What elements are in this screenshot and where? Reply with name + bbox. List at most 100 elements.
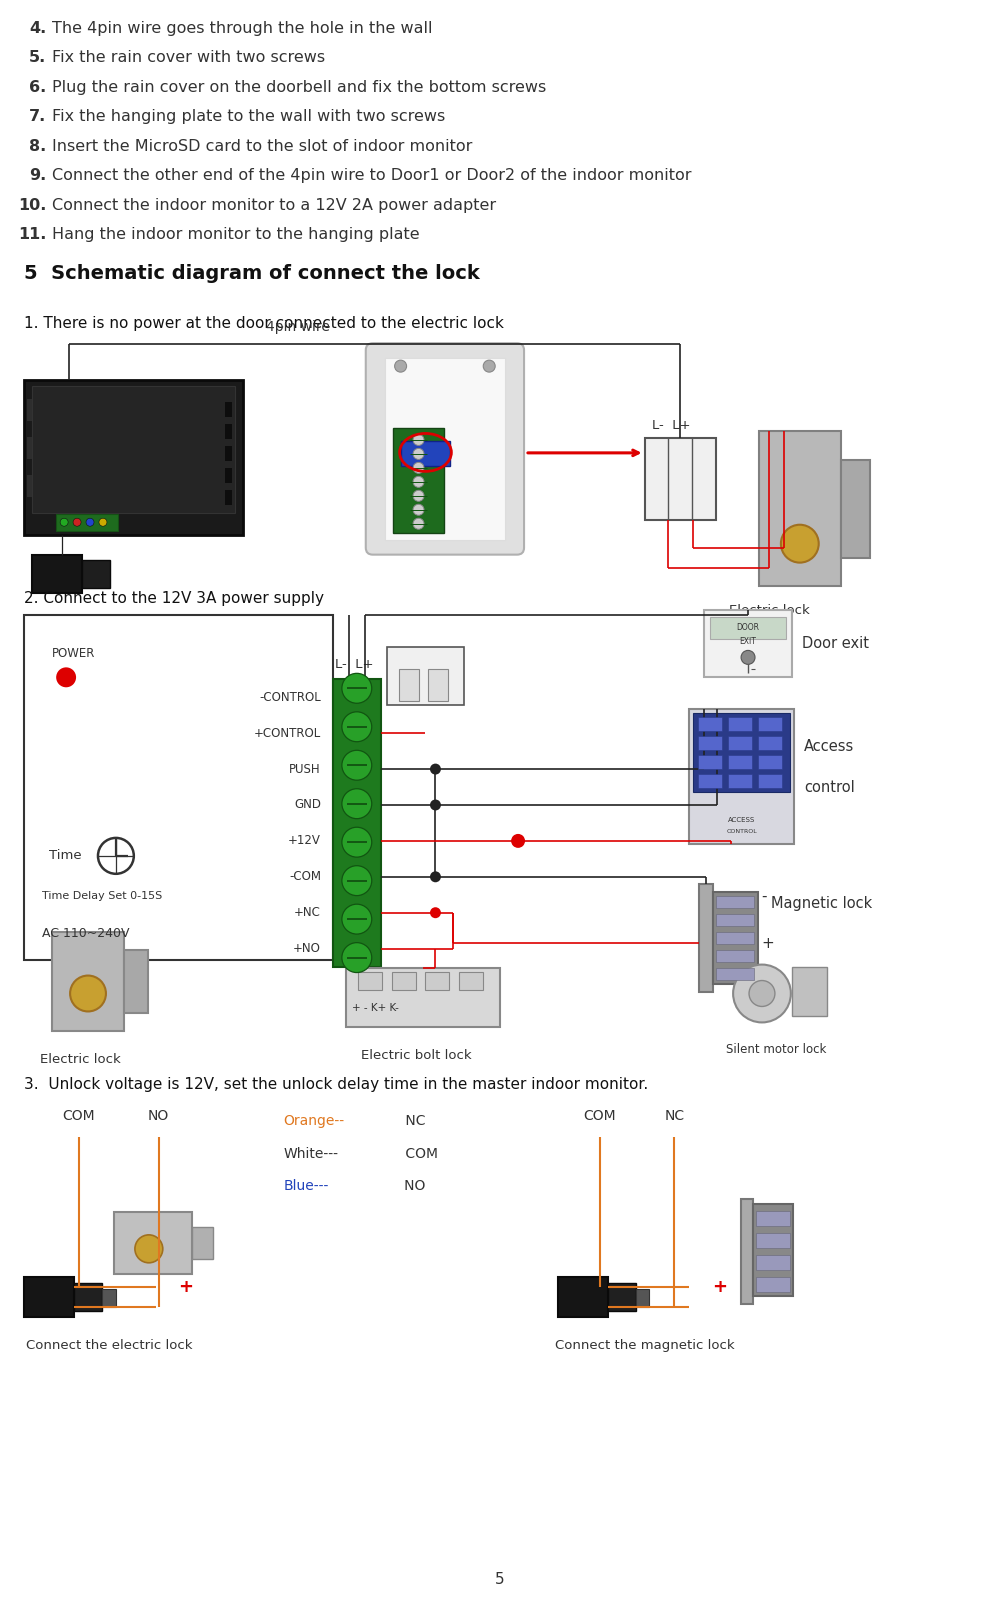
Bar <box>756 1233 790 1248</box>
Bar <box>27 399 32 420</box>
Bar <box>792 967 827 1017</box>
Text: L-  L+: L- L+ <box>652 419 691 431</box>
Circle shape <box>430 764 441 775</box>
Text: +: + <box>712 1278 727 1296</box>
Bar <box>399 669 419 701</box>
Bar <box>32 555 82 592</box>
Circle shape <box>135 1235 163 1262</box>
Circle shape <box>86 518 94 526</box>
Text: Electric lock: Electric lock <box>40 1054 121 1067</box>
Text: 6.: 6. <box>29 80 46 95</box>
Text: L-  L+: L- L+ <box>335 658 373 672</box>
Bar <box>704 610 792 677</box>
Text: 3.  Unlock voltage is 12V, set the unlock delay time in the master indoor monito: 3. Unlock voltage is 12V, set the unlock… <box>24 1078 649 1092</box>
Bar <box>756 1254 790 1270</box>
Bar <box>401 441 450 465</box>
Bar <box>716 950 754 961</box>
Text: -: - <box>761 889 766 905</box>
Bar <box>716 895 754 908</box>
Bar <box>52 932 124 1031</box>
Bar <box>27 436 32 459</box>
Circle shape <box>430 908 441 917</box>
Text: Electric lock: Electric lock <box>729 603 810 616</box>
Text: 5.: 5. <box>29 50 46 66</box>
Circle shape <box>395 361 407 372</box>
Circle shape <box>73 518 81 526</box>
Bar <box>698 717 722 731</box>
Text: COM: COM <box>583 1110 616 1123</box>
Circle shape <box>56 667 76 687</box>
Bar <box>756 1211 790 1225</box>
Circle shape <box>741 650 755 664</box>
Circle shape <box>749 980 775 1006</box>
Bar <box>225 403 232 417</box>
Bar <box>728 736 752 751</box>
Bar <box>32 387 235 513</box>
Bar <box>56 513 118 531</box>
Text: AC 110~240V: AC 110~240V <box>42 927 130 940</box>
Bar <box>225 446 232 460</box>
Circle shape <box>60 518 68 526</box>
Text: Fix the rain cover with two screws: Fix the rain cover with two screws <box>52 50 325 66</box>
Circle shape <box>342 828 372 857</box>
Text: Electric bolt lock: Electric bolt lock <box>361 1049 471 1062</box>
Bar <box>24 380 243 534</box>
FancyBboxPatch shape <box>366 343 524 555</box>
Text: EXIT: EXIT <box>740 637 756 646</box>
Bar <box>741 1198 753 1304</box>
Bar <box>636 1288 649 1307</box>
Bar <box>693 714 790 792</box>
Text: GND: GND <box>294 799 321 812</box>
Text: Magnetic lock: Magnetic lock <box>771 895 872 911</box>
Bar <box>710 618 786 640</box>
Circle shape <box>342 943 372 972</box>
Circle shape <box>430 799 441 810</box>
Bar <box>24 616 333 959</box>
Circle shape <box>413 476 424 488</box>
Circle shape <box>413 504 424 515</box>
Circle shape <box>99 518 107 526</box>
Bar <box>716 967 754 980</box>
Bar <box>558 1277 608 1317</box>
Text: Connect the indoor monitor to a 12V 2A power adapter: Connect the indoor monitor to a 12V 2A p… <box>52 197 496 213</box>
Bar <box>114 1213 192 1274</box>
Circle shape <box>342 905 372 934</box>
Text: NC: NC <box>401 1115 425 1128</box>
Text: The 4pin wire goes through the hole in the wall: The 4pin wire goes through the hole in t… <box>52 21 433 35</box>
Text: White---: White--- <box>283 1147 338 1161</box>
Circle shape <box>413 449 424 459</box>
Bar <box>608 1283 636 1310</box>
Text: CONTROL: CONTROL <box>726 829 757 834</box>
Text: 4.: 4. <box>29 21 46 35</box>
Text: Time: Time <box>49 850 82 863</box>
Bar <box>27 475 32 497</box>
Bar <box>192 1227 213 1259</box>
Text: 1. There is no power at the door connected to the electric lock: 1. There is no power at the door connect… <box>24 316 504 332</box>
Text: Hang the indoor monitor to the hanging plate: Hang the indoor monitor to the hanging p… <box>52 228 420 242</box>
Circle shape <box>70 975 106 1012</box>
Bar <box>346 967 500 1028</box>
Text: Connect the magnetic lock: Connect the magnetic lock <box>555 1339 734 1352</box>
Text: -CONTROL: -CONTROL <box>259 691 321 704</box>
Text: NC: NC <box>664 1110 684 1123</box>
Text: Blue---: Blue--- <box>283 1179 329 1193</box>
Text: 8.: 8. <box>29 138 46 154</box>
Circle shape <box>342 751 372 780</box>
Text: PUSH: PUSH <box>289 762 321 776</box>
Circle shape <box>413 491 424 502</box>
Circle shape <box>98 837 134 874</box>
Bar <box>716 932 754 943</box>
Text: Door exit: Door exit <box>802 635 869 651</box>
Bar <box>728 775 752 788</box>
Text: 7.: 7. <box>29 109 46 124</box>
Text: -COM: -COM <box>289 871 321 884</box>
Text: COM: COM <box>63 1110 95 1123</box>
Circle shape <box>342 789 372 818</box>
Text: Connect the electric lock: Connect the electric lock <box>26 1339 192 1352</box>
Bar <box>102 1288 116 1307</box>
Text: Fix the hanging plate to the wall with two screws: Fix the hanging plate to the wall with t… <box>52 109 445 124</box>
Text: +NO: +NO <box>293 942 321 954</box>
Bar <box>699 884 713 991</box>
Circle shape <box>733 964 791 1022</box>
Text: POWER: POWER <box>52 648 96 661</box>
